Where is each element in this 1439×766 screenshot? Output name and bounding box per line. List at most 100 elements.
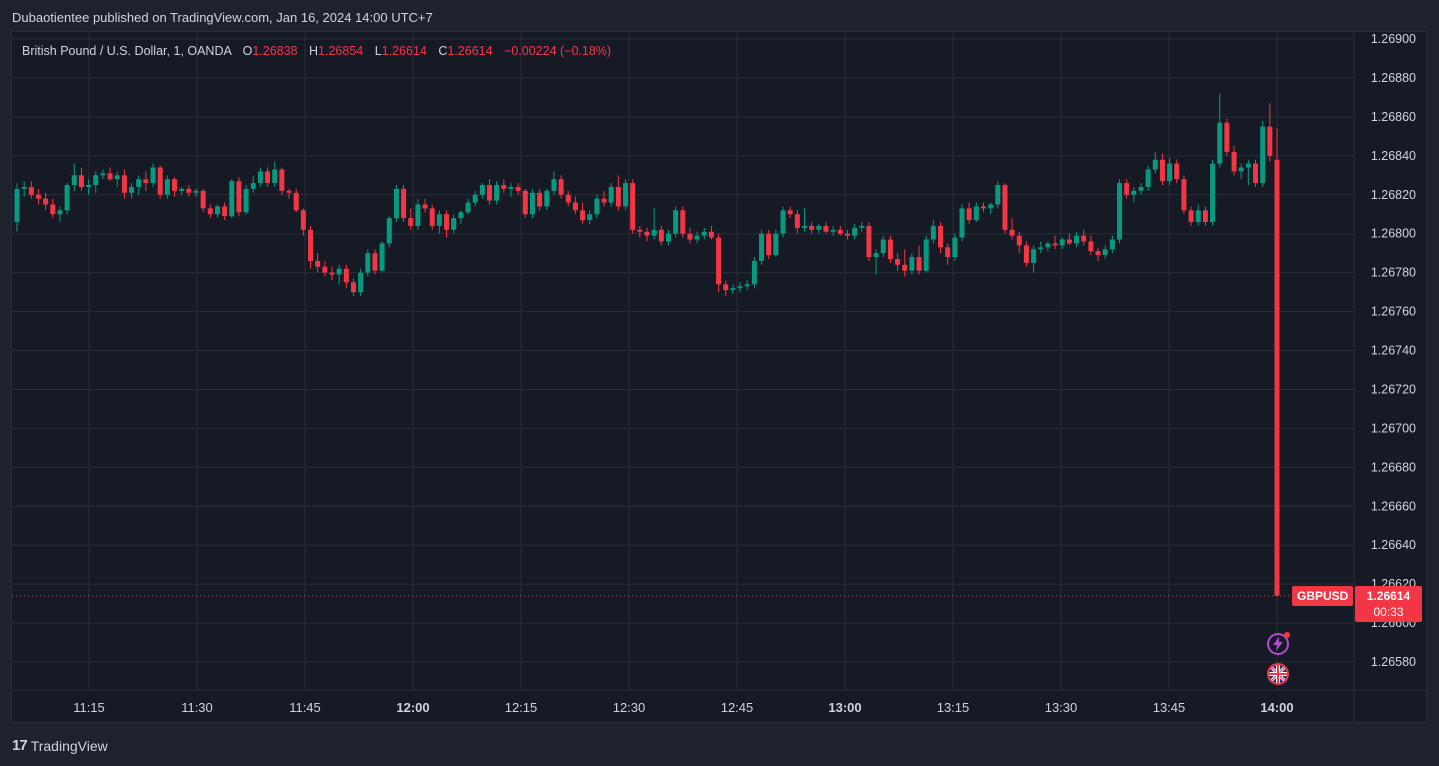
candle <box>1116 179 1123 244</box>
candle <box>35 188 41 205</box>
candle-body <box>415 204 421 226</box>
candle-body <box>766 233 772 256</box>
candle-body <box>336 268 342 275</box>
lightning-icon[interactable] <box>1267 632 1290 655</box>
candle-body <box>257 171 263 184</box>
candle-body <box>422 204 428 209</box>
candle-body <box>1152 159 1158 170</box>
candle <box>50 198 56 219</box>
candle <box>587 210 593 224</box>
candle-body <box>1138 186 1144 191</box>
candle <box>1074 231 1080 248</box>
candle <box>1023 241 1029 267</box>
candle <box>529 188 535 219</box>
candle-body <box>780 210 786 234</box>
candle-body <box>966 208 972 221</box>
uk-flag-icon[interactable] <box>1267 663 1289 685</box>
candle-body <box>35 194 41 199</box>
candle-body <box>229 181 235 217</box>
candle <box>179 186 185 195</box>
y-tick-label: 1.26800 <box>1371 227 1416 241</box>
candle-body <box>1088 241 1094 252</box>
candle <box>1224 118 1230 156</box>
candle-body <box>816 225 822 230</box>
candle <box>673 206 679 238</box>
candle-body <box>1052 243 1058 246</box>
candle-body <box>222 206 228 217</box>
candle-body <box>50 204 56 215</box>
legend-close-value: 1.26614 <box>447 44 493 58</box>
candle <box>608 183 614 207</box>
candle-body <box>1224 122 1230 152</box>
candle <box>830 225 836 236</box>
candle-body <box>343 268 349 283</box>
candle-body <box>945 247 951 258</box>
candle <box>923 235 929 273</box>
candle-body <box>193 190 199 193</box>
candle <box>787 206 793 219</box>
y-tick-label: 1.26700 <box>1371 421 1416 435</box>
candle <box>350 278 356 296</box>
candle-body <box>1074 235 1080 244</box>
candle-body <box>444 214 450 230</box>
candle-body <box>522 190 528 215</box>
candle <box>1109 235 1115 254</box>
candle <box>916 245 922 275</box>
candle <box>143 171 149 191</box>
notification-dot-icon <box>1284 632 1290 638</box>
candle <box>86 179 92 195</box>
candle-body <box>644 231 650 236</box>
tradingview-logo[interactable]: 17 TradingView <box>12 737 108 754</box>
candle-body <box>1109 239 1115 250</box>
candle <box>257 167 263 187</box>
candle-body <box>1231 151 1237 172</box>
candle-body <box>673 210 679 234</box>
candle-body <box>57 210 63 215</box>
candle-body <box>859 225 865 228</box>
candle <box>272 161 278 187</box>
candle-body <box>572 202 578 211</box>
candle-body <box>938 225 944 248</box>
candle <box>1145 165 1151 191</box>
candle <box>780 206 786 238</box>
candle-body <box>1059 239 1065 246</box>
candle <box>214 204 220 219</box>
candle-body <box>107 173 113 180</box>
candle <box>930 220 936 244</box>
candle <box>207 204 213 219</box>
candle-body <box>129 186 135 193</box>
candle <box>966 202 972 224</box>
y-tick-label: 1.26580 <box>1371 655 1416 669</box>
candle-body <box>952 237 958 258</box>
candle <box>558 175 564 199</box>
candle <box>451 214 457 234</box>
candle-body <box>594 198 600 215</box>
candle-body <box>21 186 27 189</box>
candle-body <box>1188 210 1194 223</box>
candle <box>594 194 600 219</box>
candle <box>1267 103 1273 162</box>
candle-body <box>365 253 371 273</box>
candle-body <box>1095 251 1101 256</box>
candle-body <box>551 179 557 191</box>
y-tick-label: 1.26680 <box>1371 460 1416 474</box>
candle <box>250 175 256 193</box>
candle-body <box>250 183 256 189</box>
candle-body <box>716 237 722 285</box>
candle-body <box>887 239 893 259</box>
candle-body <box>308 229 314 261</box>
candle-body <box>322 266 328 273</box>
candle <box>658 225 664 246</box>
candle-body <box>200 190 206 209</box>
candle-body <box>651 229 657 236</box>
candle <box>1102 245 1108 259</box>
candle-body <box>665 233 671 242</box>
candle <box>1195 204 1201 226</box>
y-tick-label: 1.26720 <box>1371 382 1416 396</box>
candle-body <box>114 175 120 180</box>
candle <box>1217 93 1223 168</box>
legend-close-label: C <box>438 44 448 58</box>
candle <box>486 179 493 205</box>
candle <box>157 165 163 199</box>
